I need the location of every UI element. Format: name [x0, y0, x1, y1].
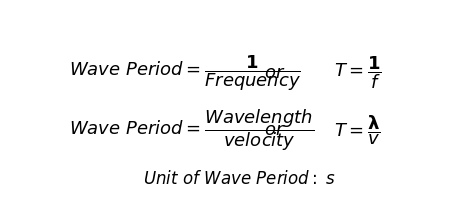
Text: $\mathbf{\mathit{Wave\ Period}} = \dfrac{\mathbf{1}}{\mathbf{\mathit{Frequency}}: $\mathbf{\mathit{Wave\ Period}} = \dfrac… — [69, 53, 301, 93]
Text: $\mathbf{\mathit{T}} = \dfrac{\mathbf{1}}{\mathbf{\mathit{f}}}$: $\mathbf{\mathit{T}} = \dfrac{\mathbf{1}… — [334, 55, 382, 92]
Text: $\mathbf{\mathit{or}}$: $\mathbf{\mathit{or}}$ — [263, 121, 285, 139]
Text: $\mathbf{\mathit{T}} = \dfrac{\mathbf{\lambda}}{\mathbf{\mathit{v}}}$: $\mathbf{\mathit{T}} = \dfrac{\mathbf{\l… — [334, 113, 380, 147]
Text: $\mathbf{\mathit{Wave\ Period}} = \dfrac{\mathbf{\mathit{Wavelength}}}{\mathbf{\: $\mathbf{\mathit{Wave\ Period}} = \dfrac… — [69, 107, 314, 153]
Text: $\mathbf{\mathit{Unit\ of\ Wave\ Period:\ s}}$: $\mathbf{\mathit{Unit\ of\ Wave\ Period:… — [143, 170, 336, 188]
Text: $\mathbf{\mathit{or}}$: $\mathbf{\mathit{or}}$ — [263, 64, 285, 82]
